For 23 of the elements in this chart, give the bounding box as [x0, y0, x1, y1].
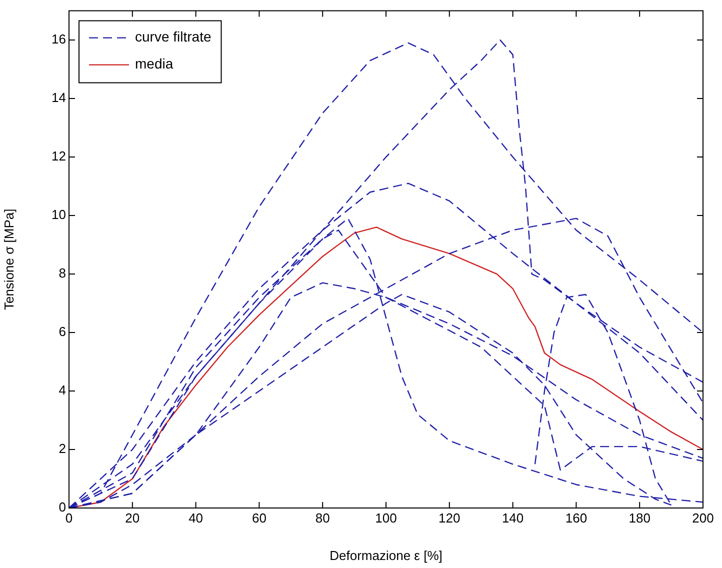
y-tick-label: 14 [52, 90, 66, 106]
x-tick-label: 40 [188, 510, 204, 526]
legend-label: curve filtrate [135, 28, 212, 45]
y-tick-label: 8 [58, 266, 66, 281]
y-tick-label: 4 [58, 382, 66, 398]
y-tick-label: 10 [52, 207, 66, 222]
x-axis-title: Deformazione ε [%] [330, 548, 442, 563]
x-tick-label: 20 [125, 510, 140, 526]
x-tick-label: 80 [315, 510, 330, 526]
x-tick-label: 160 [565, 510, 588, 526]
x-tick-label: 120 [438, 510, 460, 526]
y-tick-label: 12 [52, 148, 66, 164]
x-tick-label: 100 [375, 510, 397, 526]
x-tick-label: 60 [252, 510, 266, 526]
x-tick-label: 140 [502, 510, 524, 526]
y-tick-label: 6 [58, 324, 66, 340]
x-tick-label: 200 [692, 510, 714, 526]
y-axis-title: Tensione σ [MPa] [1, 208, 16, 310]
x-tick-label: 180 [628, 510, 650, 526]
legend-label: media [135, 56, 174, 72]
y-tick-label: 0 [58, 500, 66, 515]
y-tick-label: 2 [58, 441, 66, 456]
y-tick-label: 16 [52, 32, 66, 47]
